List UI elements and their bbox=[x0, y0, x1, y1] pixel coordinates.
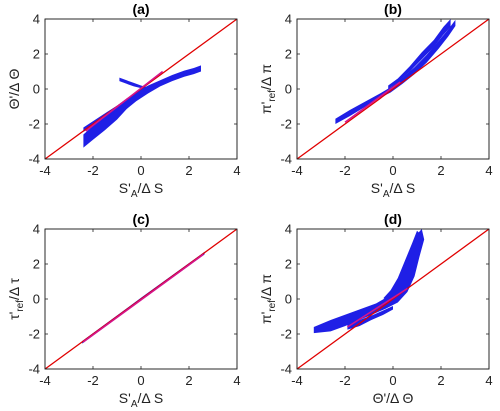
y-tick-label: 4 bbox=[285, 222, 292, 237]
plot-content bbox=[45, 229, 237, 369]
x-tick-label: 2 bbox=[437, 373, 444, 388]
y-tick-label: 2 bbox=[285, 47, 292, 62]
x-tick-label: 0 bbox=[137, 163, 144, 178]
y-tick-label: -2 bbox=[280, 117, 292, 132]
plot-content bbox=[297, 229, 489, 369]
y-tick-label: -2 bbox=[28, 327, 40, 342]
x-axis-label-tail: /Δ S bbox=[137, 390, 163, 406]
panel-c: -4 -2 0 2 4 -4 -2 0 2 4 (c) S'A/Δ S τ'ref/Δ τ bbox=[6, 211, 241, 410]
scatter-cloud-1 bbox=[335, 19, 456, 124]
x-axis-label: Θ'/Δ Θ bbox=[373, 390, 414, 406]
x-tick-label: 4 bbox=[485, 163, 492, 178]
x-tick-label: 4 bbox=[485, 373, 492, 388]
x-tick-label: 2 bbox=[185, 373, 192, 388]
y-axis-label: τ'ref/Δ τ bbox=[6, 278, 26, 320]
fit-line bbox=[82, 253, 204, 343]
y-tick-label: -4 bbox=[280, 362, 292, 377]
reference-line bbox=[297, 19, 489, 159]
scatter-cloud-1 bbox=[83, 65, 201, 148]
y-axis-label: π'ref/Δ π bbox=[258, 64, 278, 114]
fit-line bbox=[85, 70, 164, 132]
x-axis-label-base: S' bbox=[119, 390, 131, 406]
x-tick-label: -4 bbox=[39, 373, 51, 388]
y-tick-label: 2 bbox=[33, 257, 40, 272]
y-tick-label: 4 bbox=[285, 12, 292, 27]
x-tick-label: 4 bbox=[233, 373, 240, 388]
y-axis-label-subscript: ref bbox=[267, 90, 278, 102]
fit-line bbox=[346, 287, 408, 328]
x-axis-label-tail: /Δ S bbox=[137, 180, 163, 196]
y-axis-label-base: π' bbox=[258, 102, 274, 114]
y-axis-label: Θ'/Δ Θ bbox=[6, 68, 22, 109]
x-axis-label: S'A/Δ S bbox=[119, 390, 163, 410]
x-tick-label: -4 bbox=[291, 373, 303, 388]
x-axis-label-subscript: A bbox=[383, 189, 390, 200]
scatter-cloud-2 bbox=[388, 19, 451, 89]
y-tick-label: -4 bbox=[28, 152, 40, 167]
panel-title: (a) bbox=[132, 1, 149, 17]
y-tick-label: 0 bbox=[33, 82, 40, 97]
y-axis-label-base: τ' bbox=[6, 312, 22, 320]
panel-b: -4 -2 0 2 4 -4 -2 0 2 4 (b) S'A/Δ S π'ref/Δ π bbox=[258, 1, 493, 200]
x-tick-label: -2 bbox=[87, 163, 99, 178]
x-axis-label: S'A/Δ S bbox=[371, 180, 415, 200]
x-axis-label-tail: /Δ S bbox=[389, 180, 415, 196]
y-axis-label-subscript: ref bbox=[15, 300, 26, 312]
y-tick-label: 4 bbox=[33, 222, 40, 237]
panel-title: (b) bbox=[384, 1, 402, 17]
y-axis-label-base: Θ'/Δ Θ bbox=[6, 68, 22, 109]
plot-content bbox=[45, 19, 237, 159]
y-axis-label-tail: /Δ π bbox=[258, 64, 274, 90]
y-tick-label: 0 bbox=[285, 292, 292, 307]
x-tick-label: 4 bbox=[233, 163, 240, 178]
y-tick-label: 0 bbox=[33, 292, 40, 307]
panel-title: (d) bbox=[384, 211, 402, 227]
x-tick-label: 0 bbox=[389, 373, 396, 388]
reference-line bbox=[297, 229, 489, 369]
x-tick-label: 0 bbox=[389, 163, 396, 178]
y-tick-label: 0 bbox=[285, 82, 292, 97]
x-tick-label: -4 bbox=[291, 163, 303, 178]
scatter-cloud-3 bbox=[383, 230, 421, 302]
x-axis-label-base: S' bbox=[371, 180, 383, 196]
x-tick-label: -2 bbox=[87, 373, 99, 388]
y-tick-label: -2 bbox=[280, 327, 292, 342]
y-axis-label-subscript: ref bbox=[267, 300, 278, 312]
panel-title: (c) bbox=[132, 211, 149, 227]
y-tick-label: 2 bbox=[33, 47, 40, 62]
y-tick-label: -4 bbox=[280, 152, 292, 167]
fit-line bbox=[344, 81, 401, 123]
x-axis-label-base: S' bbox=[119, 180, 131, 196]
y-axis-label-tail: /Δ π bbox=[258, 274, 274, 300]
x-tick-label: 2 bbox=[437, 163, 444, 178]
x-tick-label: -2 bbox=[339, 163, 351, 178]
y-tick-label: -2 bbox=[28, 117, 40, 132]
y-tick-label: 4 bbox=[33, 12, 40, 27]
plot-content bbox=[297, 19, 489, 159]
y-axis-label-base: π' bbox=[258, 312, 274, 324]
y-tick-label: -4 bbox=[28, 362, 40, 377]
x-tick-label: 2 bbox=[185, 163, 192, 178]
y-axis-label: π'ref/Δ π bbox=[258, 274, 278, 324]
x-tick-label: 0 bbox=[137, 373, 144, 388]
x-axis-label: S'A/Δ S bbox=[119, 180, 163, 200]
panel-d: -4 -2 0 2 4 -4 -2 0 2 4 (d) Θ'/Δ Θ π'ref/Δ π bbox=[258, 211, 493, 406]
panel-a: -4 -2 0 2 4 -4 -2 0 2 4 (a) S'A/Δ S Θ'/Δ Θ bbox=[6, 1, 241, 200]
y-axis-label-tail: /Δ τ bbox=[6, 278, 22, 300]
x-axis-label-subscript: A bbox=[131, 189, 138, 200]
y-tick-label: 2 bbox=[285, 257, 292, 272]
x-axis-label-subscript: A bbox=[131, 399, 138, 410]
x-tick-label: -4 bbox=[39, 163, 51, 178]
x-tick-label: -2 bbox=[339, 373, 351, 388]
x-axis-label-base: Θ'/Δ Θ bbox=[373, 390, 414, 406]
